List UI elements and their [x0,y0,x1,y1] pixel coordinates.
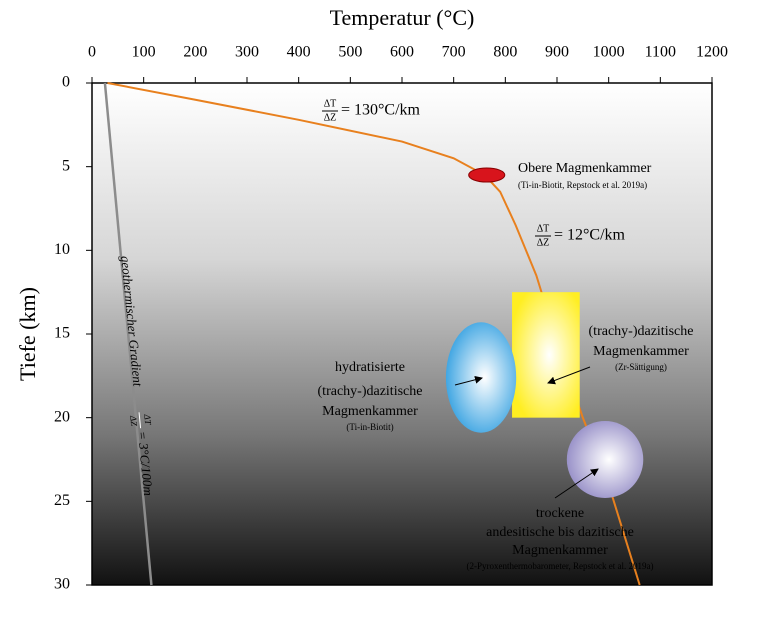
y-tick-label: 0 [62,74,70,91]
fraction-den: ΔZ [128,414,139,427]
fraction-num: ΔT [324,98,337,109]
y-tick-label: 20 [54,408,70,425]
annotation: (Zr-Sättigung) [615,362,667,372]
y-tick-label: 15 [54,325,70,342]
x-tick-label: 1200 [696,44,728,61]
fraction-den: ΔZ [537,237,550,248]
series-line [103,82,153,586]
x-tick-label: 900 [545,44,569,61]
series-line [107,82,641,586]
fraction-den: ΔZ [324,112,337,123]
x-tick-label: 600 [390,44,414,61]
x-tick-label: 800 [493,44,517,61]
x-tick-label: 300 [235,44,259,61]
fraction-num: ΔT [537,223,550,234]
arrow [547,366,591,385]
annotation: (Ti-in-Biotit) [346,422,393,432]
plot-area [91,82,713,586]
y-axis-label: Tiefe (km) [15,287,40,381]
annotation: Magmenkammer [322,404,418,419]
annotation: = 12°C/km [554,227,626,244]
y-tick-label: 5 [62,157,70,174]
chamber-ellipse [468,167,506,183]
x-tick-label: 1000 [593,44,625,61]
x-tick-label: 1100 [645,44,676,61]
fraction-bar [138,412,142,429]
annotation: trockene [536,506,584,521]
chamber-ellipse [445,322,517,433]
arrow [454,375,483,386]
chart-title: Temperatur (°C) [330,5,475,30]
x-tick-label: 700 [442,44,466,61]
fraction-num: ΔT [142,413,153,426]
annotation: (Ti-in-Biotit, Repstock et al. 2019a) [518,180,647,190]
annotation: (2-Pyroxenthermobarometer, Repstock et a… [466,561,653,571]
x-tick-label: 400 [287,44,311,61]
chamber-ellipse [566,421,644,498]
x-tick-label: 500 [338,44,362,61]
arrow [554,468,599,499]
annotation: = 3°C/100m [135,430,156,496]
annotation: = 130°C/km [341,102,421,119]
y-tick-label: 25 [54,492,70,509]
annotation: andesitische bis dazitische [486,525,634,540]
chamber-rect [512,292,580,418]
x-tick-label: 0 [88,44,96,61]
y-tick-label: 10 [54,241,70,258]
x-tick-label: 100 [132,44,156,61]
x-tick-label: 200 [183,44,207,61]
annotation: Obere Magmenkammer [518,161,652,176]
annotation: (trachy-)dazitische [318,384,423,399]
annotation: Magmenkammer [593,344,689,359]
y-tick-label: 30 [54,576,70,593]
annotation: hydratisierte [335,360,405,375]
annotation: Magmenkammer [512,543,608,558]
annotation: (trachy-)dazitische [589,324,694,339]
